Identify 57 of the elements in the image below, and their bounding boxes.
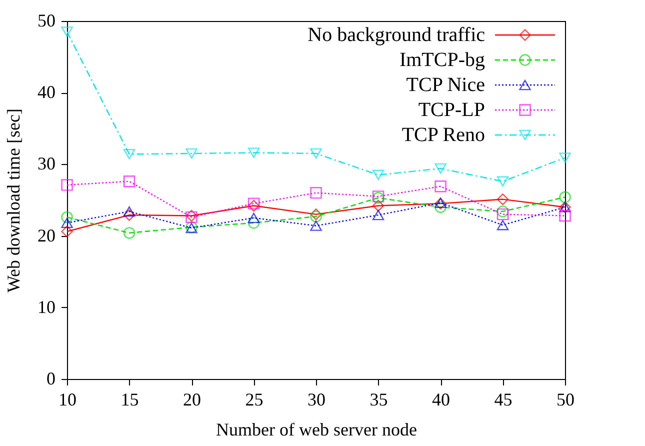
x-tick-label: 10 bbox=[58, 390, 76, 410]
point bbox=[434, 163, 446, 174]
point bbox=[248, 198, 260, 210]
point bbox=[61, 26, 73, 37]
point bbox=[310, 208, 322, 220]
legend-label: TCP Nice bbox=[406, 74, 486, 96]
x-tick-label: 45 bbox=[494, 390, 512, 410]
x-axis-title: Number of web server node bbox=[216, 420, 417, 440]
point bbox=[61, 218, 73, 228]
point bbox=[559, 210, 571, 222]
legend-label: TCP-LP bbox=[418, 99, 485, 121]
point bbox=[559, 191, 571, 203]
point bbox=[310, 148, 322, 159]
point bbox=[123, 209, 136, 221]
y-tick-label: 0 bbox=[46, 368, 56, 388]
y-axis-title: Web download time [sec] bbox=[4, 108, 24, 292]
y-tick-label: 30 bbox=[38, 154, 56, 174]
point bbox=[434, 180, 446, 192]
legend-label: ImTCP-bg bbox=[399, 49, 485, 71]
point bbox=[559, 152, 571, 163]
point bbox=[123, 149, 136, 160]
point bbox=[61, 211, 73, 224]
x-tick-label: 35 bbox=[370, 390, 388, 410]
point bbox=[496, 193, 509, 206]
x-tick-label: 40 bbox=[432, 390, 450, 410]
y-tick-label: 20 bbox=[38, 225, 56, 246]
legend-label: TCP Reno bbox=[402, 124, 485, 146]
legend-label: No background traffic bbox=[308, 24, 486, 46]
point bbox=[310, 186, 322, 199]
point bbox=[310, 220, 322, 231]
point bbox=[123, 206, 136, 217]
point bbox=[496, 208, 509, 220]
point bbox=[372, 210, 384, 220]
point bbox=[248, 200, 260, 212]
point bbox=[248, 212, 260, 224]
point bbox=[496, 206, 509, 218]
point bbox=[61, 179, 73, 191]
point bbox=[372, 200, 384, 212]
x-tick-label: 15 bbox=[120, 390, 139, 410]
y-tick-label: 10 bbox=[38, 296, 56, 317]
point bbox=[248, 217, 260, 229]
y-tick-label: 50 bbox=[38, 10, 56, 30]
point bbox=[434, 201, 446, 213]
x-tick-label: 50 bbox=[556, 390, 574, 410]
point bbox=[248, 148, 260, 158]
point bbox=[372, 170, 384, 180]
point bbox=[123, 227, 136, 239]
x-tick-label: 20 bbox=[183, 390, 201, 410]
point bbox=[310, 210, 322, 222]
point bbox=[123, 176, 136, 188]
x-tick-label: 25 bbox=[245, 390, 264, 410]
point bbox=[186, 148, 198, 159]
point bbox=[496, 176, 509, 187]
point bbox=[496, 220, 509, 230]
point bbox=[61, 226, 73, 238]
x-tick-label: 30 bbox=[308, 390, 326, 410]
y-tick-label: 40 bbox=[38, 82, 56, 102]
